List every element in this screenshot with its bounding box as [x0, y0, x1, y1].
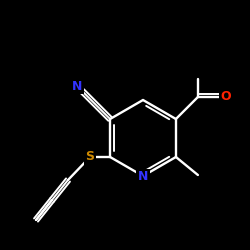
Text: S: S [86, 150, 94, 164]
Text: N: N [138, 170, 148, 183]
Text: O: O [220, 90, 231, 104]
Text: N: N [72, 80, 82, 92]
